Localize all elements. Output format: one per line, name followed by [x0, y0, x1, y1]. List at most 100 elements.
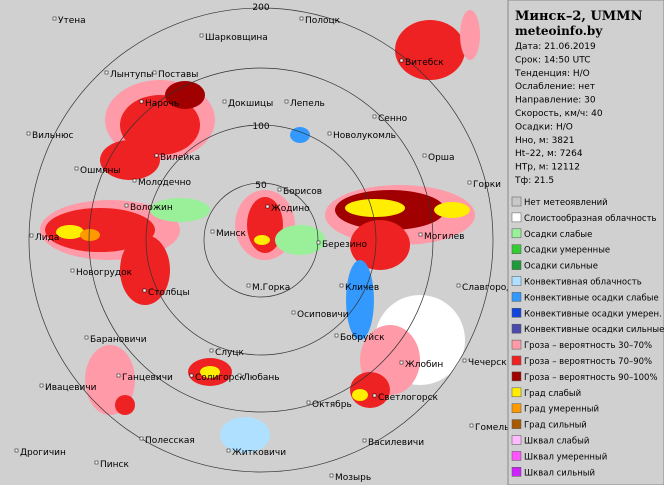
- info-line: Hно, м: 3821: [515, 136, 574, 146]
- city-dot: [70, 268, 75, 273]
- city-dot: [306, 400, 311, 405]
- city-dot: [94, 460, 99, 465]
- legend-swatch: [511, 419, 522, 429]
- info-line: Срок: 14:50 UTC: [515, 55, 590, 65]
- info-line: Осадки: Н/О: [515, 122, 573, 132]
- city-label: Лида: [35, 233, 59, 243]
- city-label: Утена: [58, 16, 86, 26]
- city-dot: [29, 233, 34, 238]
- city-dot: [52, 16, 57, 21]
- city-label: Орша: [428, 153, 455, 163]
- city-dot: [74, 166, 79, 171]
- city-label: Могилев: [424, 232, 464, 242]
- city-label: Поставы: [158, 70, 198, 80]
- legend-swatch: [511, 244, 522, 254]
- info-line: Дата: 21.06.2019: [515, 42, 596, 52]
- city-label: Любань: [243, 373, 280, 383]
- city-dot: [142, 288, 147, 293]
- city-dot: [152, 70, 157, 75]
- legend-swatch: [511, 371, 522, 382]
- legend-swatch: [511, 467, 522, 477]
- legend-label: Слоистообразная облачность: [524, 214, 657, 224]
- panel-site: meteoinfo.by: [515, 24, 603, 38]
- city-dot: [139, 99, 144, 104]
- city-label: Гомель: [475, 423, 509, 433]
- legend-label: Конвективные осадки сильные: [524, 325, 664, 335]
- city-dot: [226, 448, 231, 453]
- city-dot: [237, 373, 242, 378]
- legend-label: Конвективные осадки слабые: [524, 293, 659, 303]
- city-label: Слуцк: [215, 348, 244, 358]
- city-label: Бобруйск: [340, 333, 385, 343]
- legend-label: Град сильный: [524, 421, 587, 431]
- info-line: Тф: 21.5: [514, 176, 554, 186]
- city-dot: [291, 310, 296, 315]
- city-label: Витебск: [405, 58, 444, 68]
- city-label: Жодино: [271, 204, 310, 214]
- city-label: Шарковщина: [205, 33, 268, 43]
- legend-swatch: [511, 451, 522, 461]
- city-label: Ивацевичи: [45, 383, 97, 393]
- legend-swatch: [511, 212, 522, 223]
- city-dot: [14, 448, 19, 453]
- city-dot: [26, 131, 31, 136]
- city-dot: [199, 33, 204, 38]
- city-label: Полесская: [145, 436, 195, 446]
- echoes: [40, 10, 480, 453]
- legend-swatch: [511, 387, 522, 398]
- city-dot: [399, 58, 404, 63]
- city-label: Октябрь: [312, 400, 352, 410]
- legend-label: Осадки сильные: [524, 262, 598, 272]
- legend-swatch: [511, 276, 522, 286]
- legend-swatch: [511, 292, 522, 302]
- legend-label: Нет метеоявлений: [524, 198, 608, 208]
- city-dot: [209, 348, 214, 353]
- legend: Нет метеоявлений Слоистообразная облачнос…: [511, 196, 664, 478]
- city-label: Столбцы: [148, 288, 190, 298]
- info: Дата: 21.06.2019 Срок: 14:50 UTC Тенденция…: [514, 42, 603, 186]
- legend-label: Осадки слабые: [524, 230, 592, 240]
- city-label: Молодечно: [138, 178, 191, 188]
- city-dot: [39, 383, 44, 388]
- legend-swatch: [511, 308, 522, 318]
- city-label: Борисов: [283, 187, 322, 197]
- city-label: Житковичи: [232, 448, 286, 458]
- legend-swatch: [511, 403, 522, 413]
- city-dot: [469, 423, 474, 428]
- city-label: Василевичи: [368, 438, 424, 448]
- legend-swatch: [511, 323, 522, 334]
- city-dot: [265, 204, 270, 209]
- city-label: Кличев: [345, 283, 379, 293]
- legend-label: Гроза – вероятность 90–100%: [524, 373, 658, 383]
- panel: [507, 0, 664, 486]
- legend-label: Осадки умеренные: [524, 246, 610, 256]
- city-label: Ганцевичи: [122, 373, 173, 383]
- info-line: Направление: 30: [515, 96, 596, 106]
- city-dot: [334, 333, 339, 338]
- ring-label: 100: [252, 122, 269, 132]
- ring-label: 200: [252, 3, 269, 13]
- legend-label: Конвективные осадки умерен.: [524, 309, 662, 319]
- city-dot: [104, 70, 109, 75]
- city-label: Лынтупы: [110, 70, 153, 80]
- city-label: Дрогичин: [20, 448, 66, 458]
- city-dot: [189, 373, 194, 378]
- city-dot: [277, 187, 282, 192]
- range-rings: [28, 7, 494, 473]
- city-label: Нарочь: [145, 99, 179, 109]
- city-label: Жлобин: [405, 360, 443, 370]
- city-label: Минск: [216, 229, 246, 239]
- info-line: Тенденция: Н/О: [514, 69, 590, 79]
- city-label: М.Горка: [252, 283, 290, 293]
- city-label: Вильнюс: [32, 131, 74, 141]
- city-dot: [327, 131, 332, 136]
- city-dot: [372, 393, 377, 398]
- legend-label: Конвективная облачность: [524, 278, 642, 288]
- city-dot: [462, 358, 467, 363]
- city-dot: [124, 203, 129, 208]
- city-dot: [246, 283, 251, 288]
- city-dot: [299, 16, 304, 21]
- city-dot: [210, 229, 215, 234]
- legend-label: Гроза – вероятность 70–90%: [524, 357, 652, 367]
